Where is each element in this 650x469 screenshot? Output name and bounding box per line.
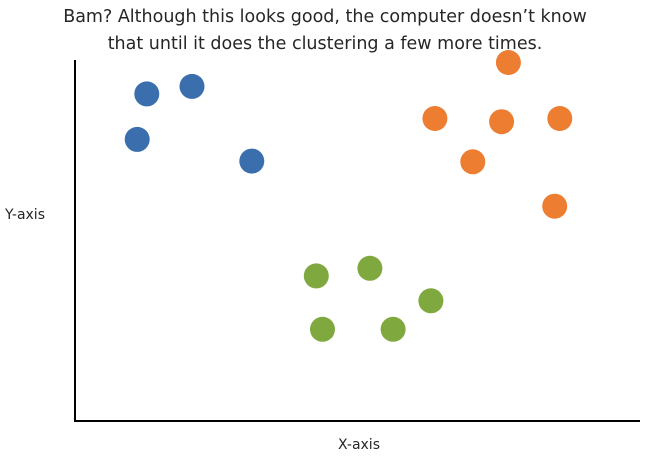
data-point [460,149,486,175]
x-axis-label: X-axis [338,437,380,453]
data-point [489,109,515,135]
data-point [239,148,265,174]
data-point [542,193,568,219]
data-point [134,81,160,107]
data-point [303,263,329,289]
data-point [310,316,335,342]
caption-line-1: Bam? Although this looks good, the compu… [63,7,587,27]
data-point [124,126,150,152]
data-points [124,50,573,342]
caption-line-2: that until it does the clustering a few … [107,34,543,54]
data-point [357,255,383,281]
y-axis-label: Y-axis [5,207,45,223]
data-point [422,106,448,131]
data-point [495,50,521,75]
slide-caption: Bam? Although this looks good, the compu… [0,4,650,58]
data-point [547,106,573,131]
data-point [418,288,444,314]
data-point [179,73,205,99]
data-point [380,316,406,342]
